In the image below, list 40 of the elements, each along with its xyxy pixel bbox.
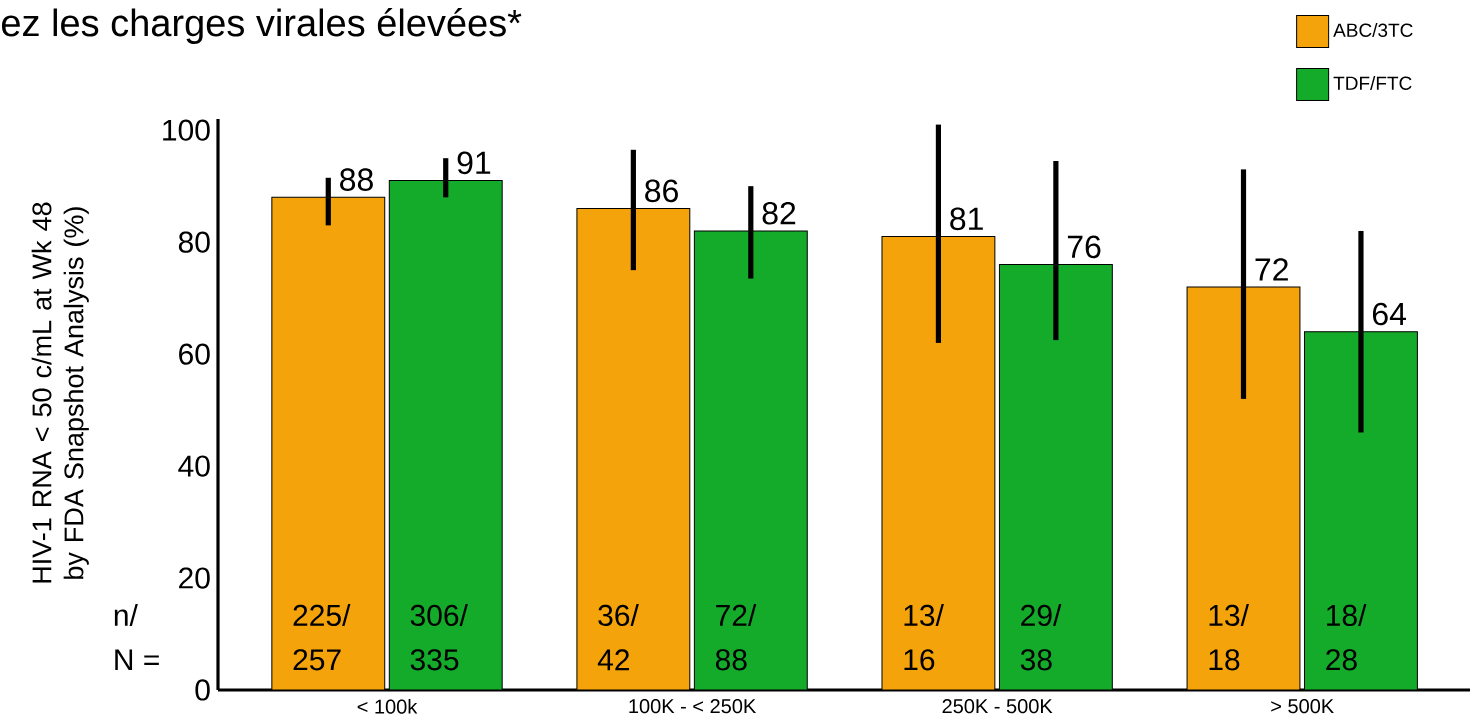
annotation: 335 <box>410 649 459 671</box>
data-label: 81 <box>950 207 983 231</box>
y-axis-title: HIV-1 RNA < 50 c/mL at Wk 48 by FDA Snapshot Analysis (%) <box>31 202 89 583</box>
annotation: 306/ <box>410 603 468 626</box>
data-label: 82 <box>762 201 796 225</box>
text: N = <box>115 649 159 671</box>
annotation: 18 <box>1209 649 1240 671</box>
data-label: 86 <box>645 179 678 203</box>
annotation: 16 <box>904 649 935 671</box>
y-tick-label: 0 <box>195 679 210 701</box>
y-tick-label: 60 <box>179 343 210 365</box>
annotation: 72/ <box>716 603 757 626</box>
x-tick-label: 250K - 500K <box>942 699 1053 714</box>
annotation: 225/ <box>293 603 351 626</box>
text: n/ <box>114 603 138 626</box>
annotation: 36/ <box>598 603 639 626</box>
annotation: 38 <box>1020 649 1052 671</box>
data-label: 88 <box>340 168 373 191</box>
annotation: 42 <box>597 649 630 671</box>
legend-label: ABC/3TC <box>1333 23 1413 37</box>
data-label: 64 <box>1372 302 1406 326</box>
x-tick-label: < 100k <box>357 699 418 714</box>
annotation: 18/ <box>1327 603 1367 626</box>
legend-label: TDF/FTC <box>1333 76 1412 90</box>
y-tick-label: 40 <box>178 455 210 477</box>
x-tick-label: > 500K <box>1271 699 1334 714</box>
x-tick-label: 100K - < 250K <box>629 699 757 714</box>
annotation: 28 <box>1326 649 1357 671</box>
y-tick-label: 100 <box>163 119 210 141</box>
annotation: 88 <box>715 649 747 671</box>
data-label: 72 <box>1255 258 1288 281</box>
chart-title: ez les charges virales élevées* <box>2 8 522 44</box>
y-tick-label: 80 <box>178 231 210 253</box>
annotation: 13/ <box>1209 603 1249 626</box>
annotation: 29/ <box>1021 603 1062 626</box>
data-label: 91 <box>457 151 491 175</box>
annotation: 13/ <box>904 603 944 626</box>
annotation: 257 <box>293 649 341 671</box>
data-label: 76 <box>1067 235 1101 259</box>
y-tick-label: 20 <box>179 567 210 589</box>
